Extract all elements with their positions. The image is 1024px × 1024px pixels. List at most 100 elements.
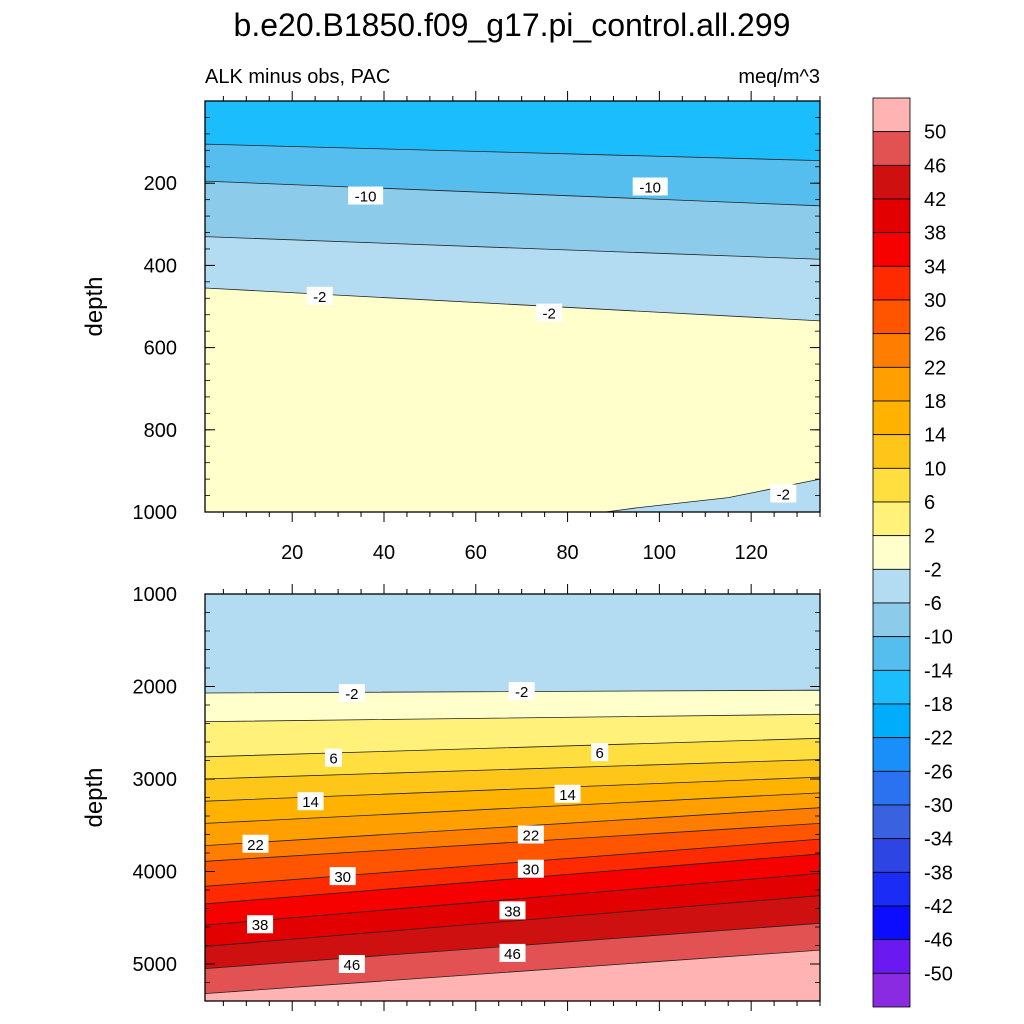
colorbar-label: 10 [924,458,946,480]
colorbar-swatch [872,568,911,604]
y-tick-label: 5000 [133,954,178,976]
contour-label: 38 [499,901,526,920]
colorbar-swatch [872,602,911,638]
contour-label-box [348,186,384,205]
contour-label-text: -10 [639,179,661,196]
contour-label-box [499,943,526,962]
contour-label-box [329,867,356,886]
contour-label-text: 38 [252,917,269,934]
colorbar-label: 14 [924,425,946,447]
contour-label: -2 [508,682,535,701]
subtitle-left: ALK minus obs, PAC [205,66,390,88]
contour-label: 14 [554,784,581,804]
x-tick-label: 80 [556,542,578,564]
colorbar-label: -2 [924,559,942,581]
contour-label-box [508,682,535,701]
colorbar-swatch [872,400,911,436]
colorbar-label: 18 [924,391,946,413]
upper-field [205,101,820,512]
contour-label: -10 [632,177,668,196]
colorbar-label: -46 [924,930,953,952]
colorbar-swatch [872,972,911,1008]
colorbar-swatch [872,366,911,402]
figure-title: b.e20.B1850.f09_g17.pi_control.all.299 [234,7,791,43]
colorbar-swatch [872,804,911,840]
contour-label-text: 22 [523,828,540,845]
y-tick-label: 4000 [133,862,178,884]
colorbar-label: 22 [924,357,946,379]
upper-frame [204,100,821,513]
contour-label-text: 22 [247,837,264,854]
colorbar-label: -26 [924,761,953,783]
colorbar-swatch [872,467,911,503]
contour-label-text: -2 [777,487,790,504]
colorbar-label: 34 [924,256,946,278]
colorbar-swatch [872,905,911,941]
colorbar-label: -30 [924,795,953,817]
contour-label-text: -2 [543,306,556,323]
colorbar-label: 38 [924,223,946,245]
contour-label-text: 14 [302,794,319,811]
contour-label-box [591,743,609,762]
colorbar-label: 42 [924,189,946,211]
contour-label-box [554,784,581,803]
contour-label-box [770,484,797,503]
y-tick-label: 400 [144,255,177,277]
x-tick-label: 60 [465,542,487,564]
contour-label-text: 46 [344,957,361,974]
contour-band [205,949,820,1001]
colorbar-swatch [872,838,911,873]
y-tick-label: 1000 [133,584,178,606]
contour-label: 22 [517,825,544,845]
contour-label: 38 [247,915,274,934]
colorbar-label: -14 [924,660,953,682]
contour-label-box [536,303,563,322]
y-tick-label: 800 [144,420,177,442]
colorbar-swatch [872,535,911,570]
colorbar-swatch [872,770,911,806]
colorbar-swatch [872,737,911,772]
contour-label-box [338,955,365,973]
contour-label: 46 [338,955,365,974]
upper-contour-panel: 200 400 600 800 1000 20 40 60 80 100 120 depth -10 -1… [81,91,821,564]
contour-label: -2 [536,303,563,323]
contour-label-box [338,683,365,702]
colorbar-swatch [872,669,911,705]
y-tick-label: 1000 [133,502,178,524]
contour-label-text: 6 [596,745,604,762]
colorbar-label: -50 [924,963,953,985]
colorbar-label: -34 [924,829,953,851]
y-axis-label: depth [81,276,108,336]
subtitle-right: meq/m^3 [738,66,820,88]
contour-label: 30 [329,867,356,886]
colorbar-label: -22 [924,728,953,750]
colorbar-swatch [872,636,911,671]
colorbar-swatch [872,265,911,301]
colorbar-swatch [872,164,911,200]
colorbar-label: -10 [924,627,953,649]
contour-label-box [242,834,269,853]
contour-band [205,287,820,512]
colorbar-label: 46 [924,155,946,177]
y-axis-label: depth [81,767,108,827]
colorbar-label: 50 [924,122,946,144]
contour-label-text: -2 [313,289,326,306]
x-tick-label: 20 [281,542,303,564]
contour-label: 30 [517,859,544,879]
colorbar-label: -6 [924,593,942,615]
y-tick-label: 2000 [133,677,178,699]
contour-label-box [325,748,343,767]
contour-label: -10 [348,186,384,206]
colorbar-swatch [872,131,911,166]
lower-field [205,594,820,1001]
y-tick-label: 600 [144,338,177,360]
contour-label: 46 [499,943,526,963]
contour-label-text: 38 [504,903,521,920]
contour-label-box [499,901,526,920]
x-tick-label: 120 [734,542,767,564]
contour-label-text: 6 [329,751,337,768]
contour-label: 6 [591,743,609,762]
colorbar-swatch [872,871,911,907]
lower-contour-panel: 1000 2000 3000 4000 5000 depth -2 -2 6 6 14 14 22 22 3… [81,584,821,1011]
